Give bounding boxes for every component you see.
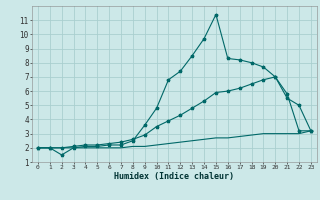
- X-axis label: Humidex (Indice chaleur): Humidex (Indice chaleur): [115, 172, 234, 181]
